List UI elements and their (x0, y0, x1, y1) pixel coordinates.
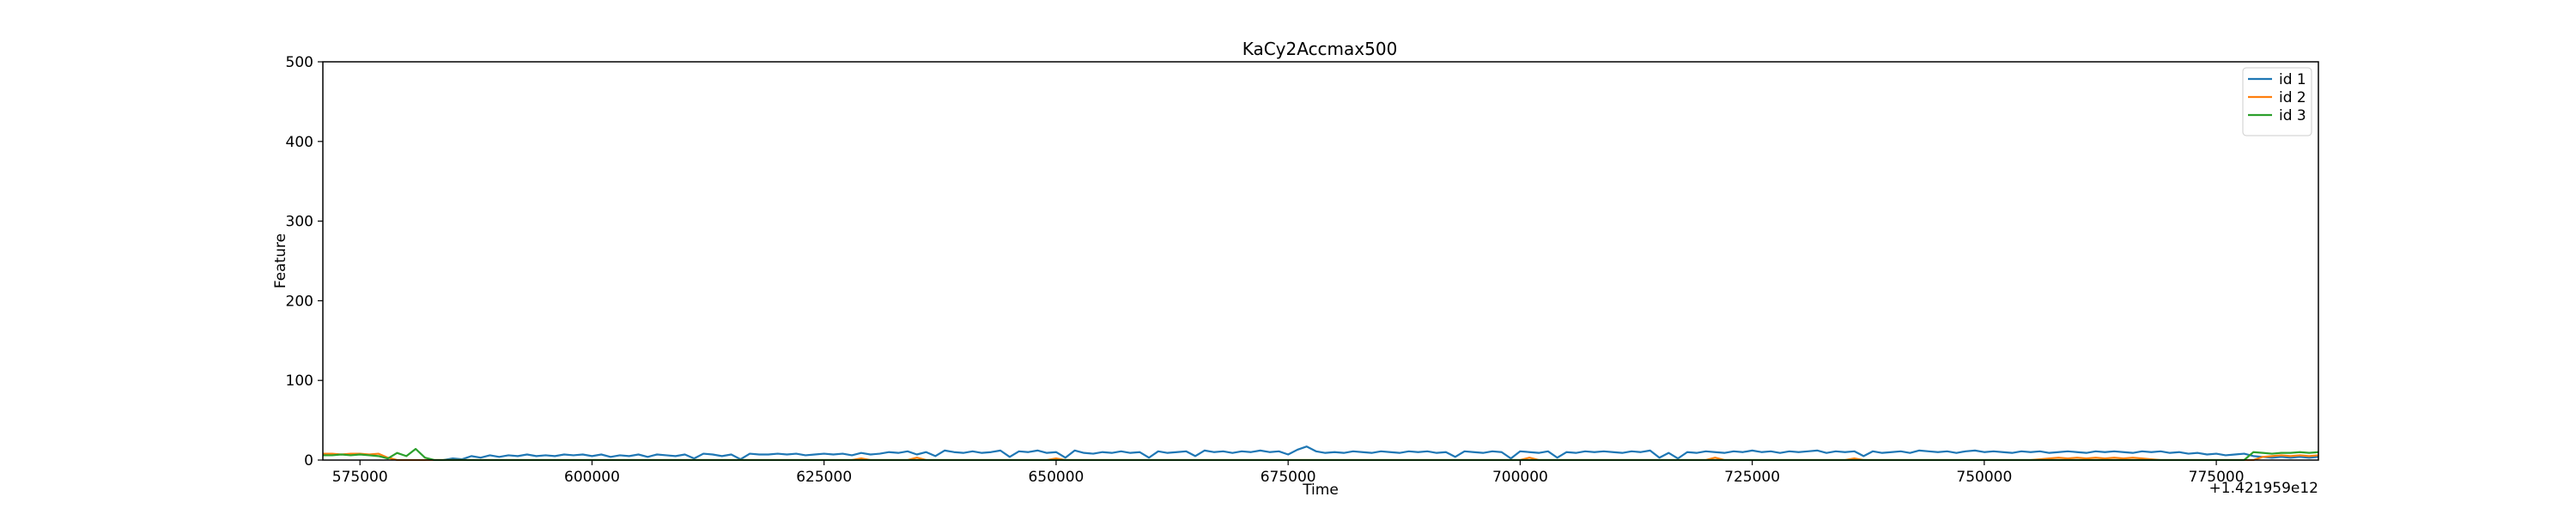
legend-label: id 1 (2279, 71, 2306, 88)
x-tick-label: 750000 (1956, 469, 2012, 486)
y-axis: 0 100 200 300 400 500 (286, 54, 323, 470)
x-tick-label: 625000 (796, 469, 852, 486)
x-tick-label: 700000 (1492, 469, 1548, 486)
x-tick-label: 725000 (1724, 469, 1780, 486)
y-tick-label: 500 (286, 54, 313, 71)
y-tick-label: 0 (304, 452, 313, 470)
x-axis-title: Time (1302, 482, 1339, 499)
legend-label: id 2 (2279, 89, 2306, 106)
y-axis-title: Feature (272, 233, 289, 288)
legend-box (2242, 67, 2312, 136)
y-tick-label: 100 (286, 373, 313, 390)
x-axis: 575000 600000 625000 650000 675000 700000 7250… (332, 460, 2245, 486)
x-axis-offset-label: +1.421959e12 (2209, 480, 2318, 497)
y-tick-label: 400 (286, 134, 313, 151)
legend-label: id 3 (2279, 107, 2306, 124)
series-line-1 (443, 445, 2318, 461)
x-tick-label: 575000 (332, 469, 388, 486)
plot-frame (322, 61, 2319, 461)
y-tick-label: 200 (286, 293, 313, 310)
legend: id 1id 2id 3 (2242, 67, 2312, 136)
y-tick-label: 300 (286, 214, 313, 231)
x-tick-label: 650000 (1028, 469, 1084, 486)
x-tick-label: 675000 (1261, 469, 1316, 486)
chart-title: KaCy2Accmax500 (1242, 39, 1398, 59)
x-tick-label: 775000 (2189, 469, 2245, 486)
x-tick-label: 600000 (564, 469, 620, 486)
series-line-3 (323, 447, 2318, 461)
